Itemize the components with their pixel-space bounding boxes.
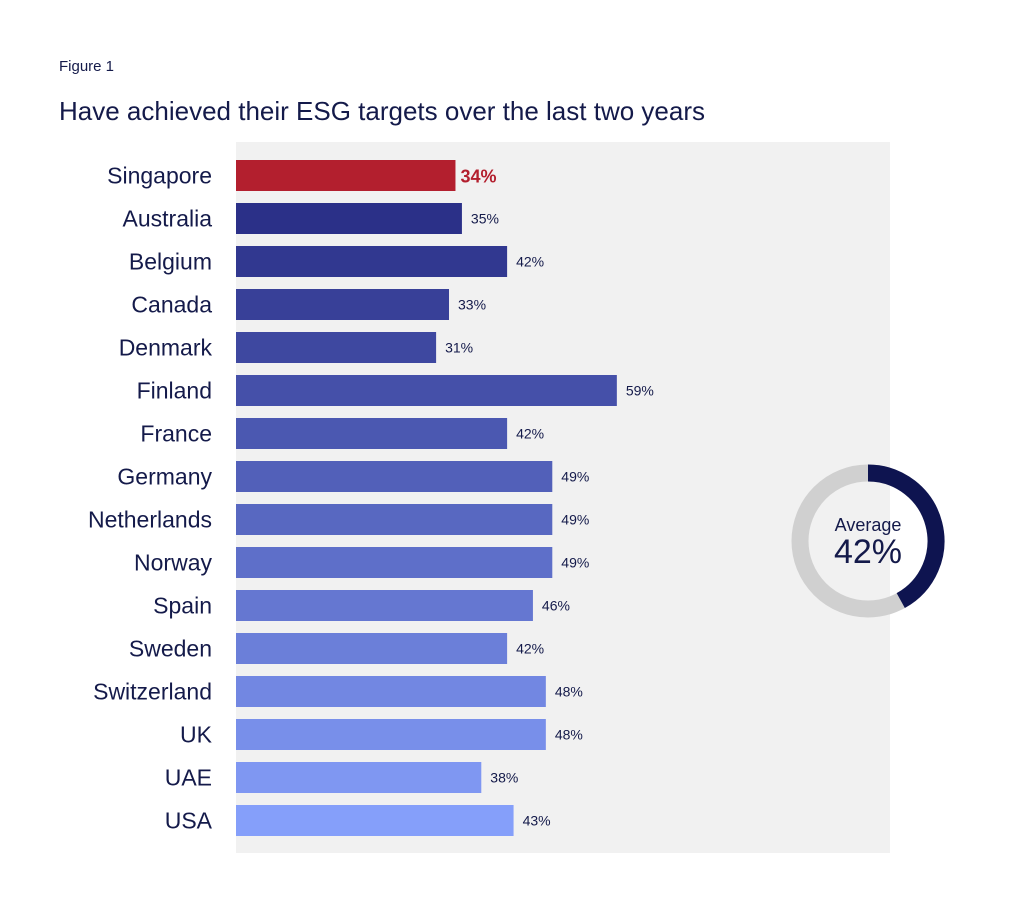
bar: [236, 547, 553, 578]
value-label: 48%: [555, 727, 583, 743]
category-label: UAE: [165, 765, 212, 791]
category-label: Switzerland: [93, 679, 212, 705]
bar: [236, 719, 546, 750]
value-label: 33%: [458, 297, 486, 313]
average-donut-filled: [867, 464, 945, 609]
category-label: Belgium: [129, 249, 212, 275]
average-label: Average: [835, 515, 902, 535]
average-donut: Average 42%: [791, 464, 945, 618]
bars-group: Singapore 34% Australia 35% Belgium 42% Canada…: [88, 160, 654, 836]
bar: [236, 676, 546, 707]
category-label: Spain: [153, 593, 212, 619]
bar: [236, 504, 553, 535]
bar: [236, 332, 437, 363]
category-label: Australia: [123, 206, 213, 232]
bar: [236, 246, 508, 277]
bar: [236, 461, 553, 492]
category-label: France: [140, 421, 212, 447]
bar: [236, 805, 514, 836]
value-label: 38%: [490, 770, 518, 786]
category-label: Canada: [131, 292, 212, 318]
value-label: 35%: [471, 211, 499, 227]
category-label: USA: [165, 808, 213, 834]
value-label: 42%: [516, 641, 544, 657]
average-value: 42%: [834, 533, 902, 571]
value-label: 59%: [626, 383, 654, 399]
category-label: Sweden: [129, 636, 212, 662]
figure-label: Figure 1: [59, 58, 115, 75]
category-label: Germany: [117, 464, 212, 490]
value-label: 43%: [523, 813, 551, 829]
value-label: 31%: [445, 340, 473, 356]
bar: [236, 289, 450, 320]
bar: [236, 375, 617, 406]
value-label: 49%: [561, 512, 589, 528]
category-label: Netherlands: [88, 507, 212, 533]
value-label: 42%: [516, 426, 544, 442]
bar: [236, 633, 508, 664]
bar: [236, 762, 482, 793]
bar: [236, 418, 508, 449]
chart-title: Have achieved their ESG targets over the…: [59, 96, 705, 126]
bar: [236, 590, 533, 621]
category-label: Denmark: [119, 335, 213, 361]
category-label: Singapore: [107, 163, 212, 189]
value-label: 34%: [460, 167, 496, 187]
value-label: 49%: [561, 469, 589, 485]
value-label: 49%: [561, 555, 589, 571]
category-label: Norway: [134, 550, 212, 576]
value-label: 48%: [555, 684, 583, 700]
bar: [236, 203, 462, 234]
category-label: Finland: [137, 378, 212, 404]
value-label: 42%: [516, 254, 544, 270]
category-label: UK: [180, 722, 213, 748]
value-label: 46%: [542, 598, 570, 614]
bar: [236, 160, 456, 191]
